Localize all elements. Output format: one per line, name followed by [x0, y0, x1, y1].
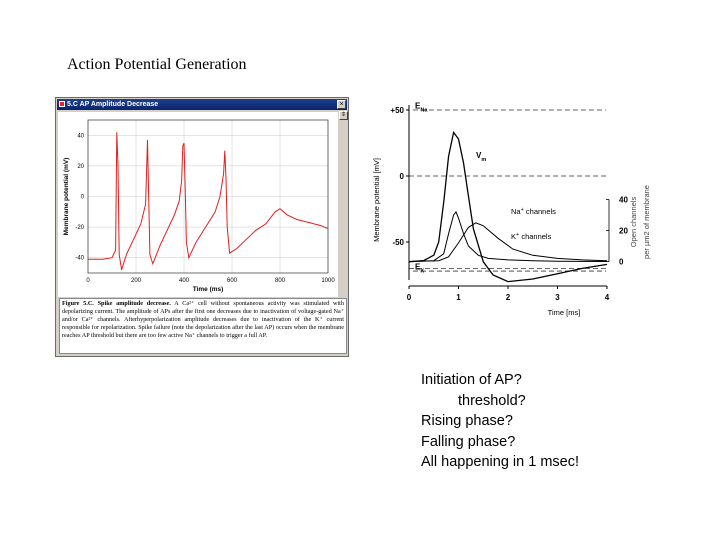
y-tick-label: -20	[75, 225, 84, 231]
plot-area: 0 200 400 600 800 1000 -40 -20 0 20 40 Time (ms) Mem…	[58, 112, 338, 297]
y2-tick-label: 0	[619, 258, 624, 267]
y-tick-label: 40	[77, 133, 84, 139]
y-tick-label: -40	[75, 256, 84, 262]
series-curve-2	[408, 222, 608, 262]
question-list: Initiation of AP? threshold? Rising phas…	[421, 370, 579, 473]
window-title: 5.C AP Amplitude Decrease	[67, 101, 159, 108]
scroll-icon[interactable]: ⇕	[339, 111, 348, 120]
caption-label: Figure 5.C. Spike amplitude decrease.	[62, 300, 171, 307]
series-curve-1	[408, 210, 608, 262]
reference-label-ek: EK	[415, 263, 424, 275]
x-tick-label: 1	[456, 293, 461, 302]
question-initiation: Initiation of AP?	[421, 372, 522, 388]
spike-amplitude-chart: 0 200 400 600 800 1000 -40 -20 0 20 40 Time (ms) Mem…	[63, 119, 335, 293]
y-axis-label: Membrane potential (mV)	[63, 158, 70, 236]
reference-label-ena: ENa	[415, 102, 428, 114]
x-tick-label: 400	[179, 278, 190, 284]
simulation-window: 5.C AP Amplitude Decrease × ⇕ 0 200 400 600…	[55, 97, 349, 357]
x-tick-label: 3	[555, 293, 560, 302]
y2-axis-label-line1: Open channels	[629, 197, 638, 248]
x-tick-label: 4	[605, 293, 610, 302]
y2-axis-label-line2: per µm2 of membrane	[642, 185, 651, 259]
x-tick-label: 0	[407, 293, 412, 302]
question-timing: All happening in 1 msec!	[421, 454, 579, 470]
plot-frame	[87, 119, 329, 274]
series-curve-0	[408, 130, 608, 283]
question-falling: Falling phase?	[421, 433, 516, 450]
x-tick-label: 2	[506, 293, 511, 302]
y2-tick-label: 20	[619, 227, 628, 236]
y-tick-label: 0	[81, 195, 85, 201]
question-rising: Rising phase?	[421, 413, 513, 429]
k-channels-label: K+ channels	[511, 232, 552, 241]
caption-body: A Ca²⁺ cell without spontaneous activity…	[62, 300, 344, 339]
window-titlebar[interactable]: 5.C AP Amplitude Decrease ×	[57, 99, 347, 110]
y-tick-label: 20	[77, 164, 84, 170]
close-button[interactable]: ×	[337, 100, 346, 109]
x-axis-label: Time (ms)	[193, 286, 224, 293]
x-axis-label: Time [ms]	[548, 308, 581, 317]
action-potential-figure: ENa EK +50 0 -50 Membrane potential [mV] 0 1 2 3 4…	[368, 100, 668, 325]
slide-title: Action Potential Generation	[67, 56, 247, 73]
figure-caption: Figure 5.C. Spike amplitude decrease. A …	[59, 298, 347, 354]
y-tick-label: -50	[392, 238, 404, 247]
app-icon	[59, 101, 65, 107]
y2-tick-label: 40	[619, 196, 628, 205]
x-tick-label: 1000	[321, 278, 335, 284]
x-tick-label: 600	[227, 278, 238, 284]
x-tick-label: 0	[86, 278, 90, 284]
na-channels-label: Na+ channels	[511, 207, 556, 216]
vm-label: Vm	[476, 151, 486, 163]
ap-channels-chart: ENa EK +50 0 -50 Membrane potential [mV] 0 1 2 3 4…	[372, 102, 651, 318]
y-axis-label: Membrane potential [mV]	[372, 158, 381, 242]
y-tick-label: +50	[390, 106, 404, 115]
y-tick-label: 0	[400, 172, 405, 181]
membrane-potential-trace	[88, 132, 329, 271]
question-threshold: threshold?	[458, 392, 526, 409]
x-tick-label: 200	[131, 278, 142, 284]
x-tick-label: 800	[275, 278, 286, 284]
